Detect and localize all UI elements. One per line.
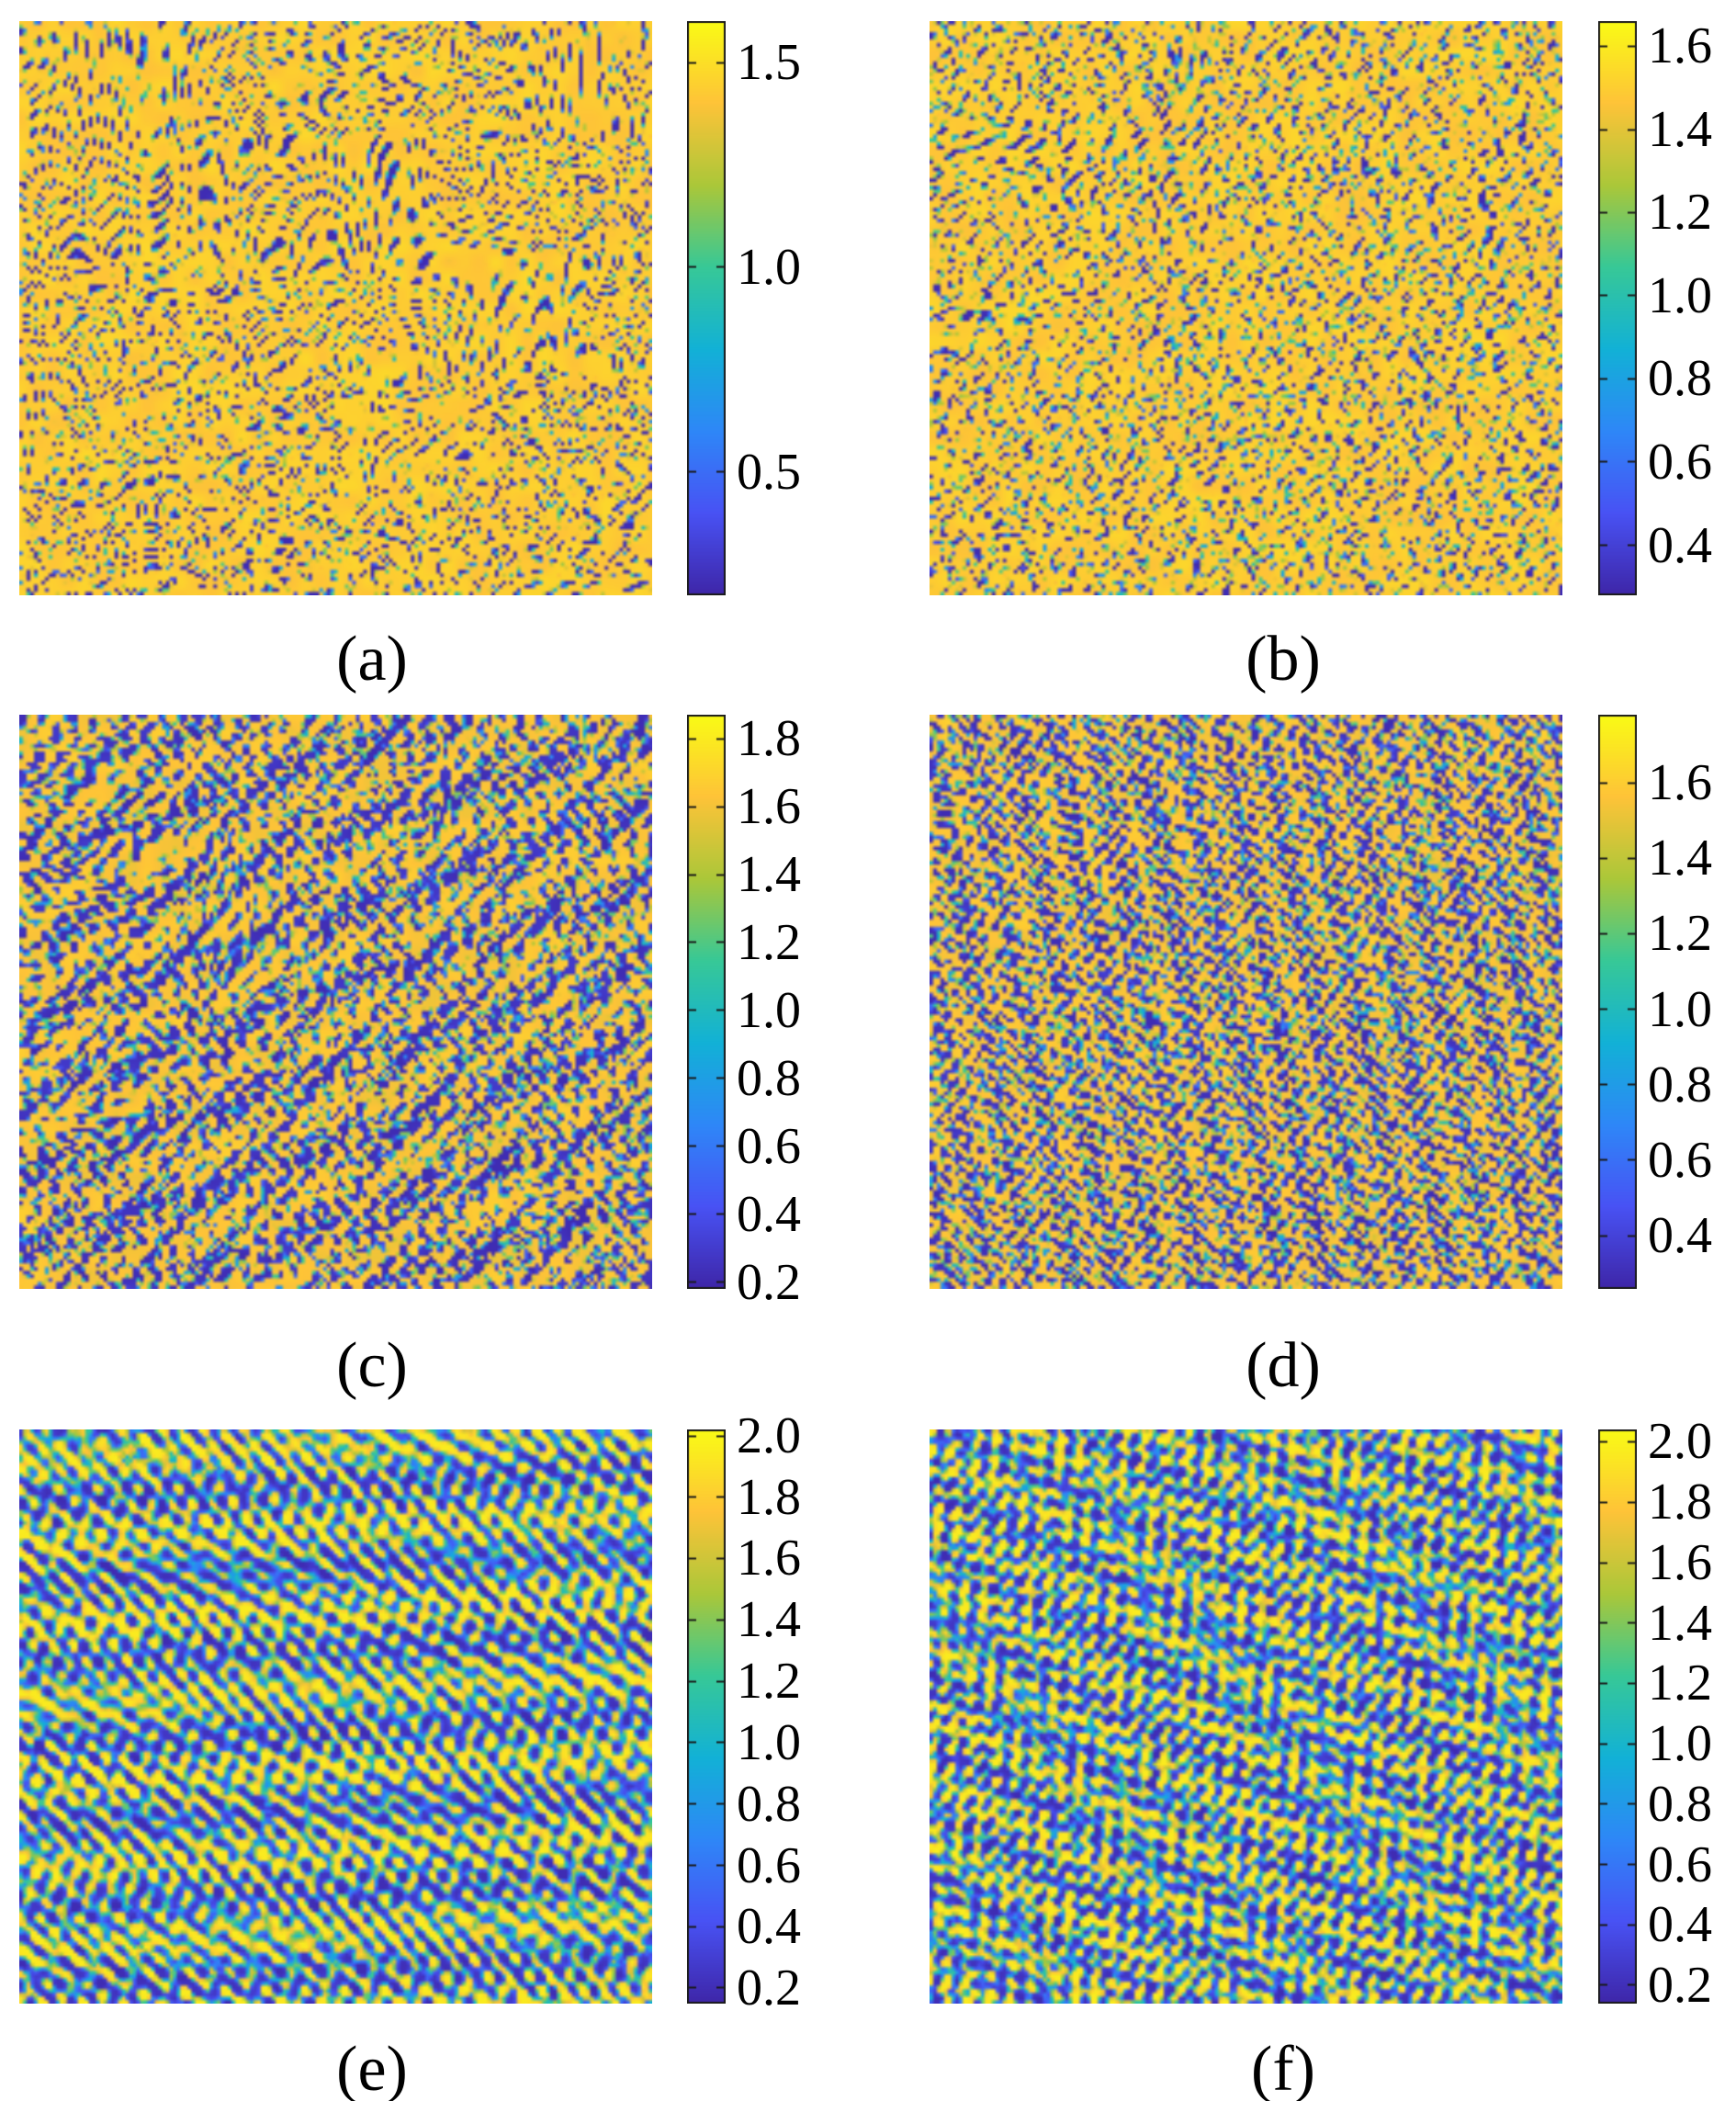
colorbar-tick-label: 1.0 bbox=[1648, 980, 1712, 1038]
pattern-heatmap-e bbox=[19, 1429, 652, 2004]
panel-label-e: (e) bbox=[336, 2034, 408, 2101]
colorbar-tick-label: 1.0 bbox=[1648, 1715, 1712, 1773]
pattern-heatmap-b bbox=[930, 21, 1562, 595]
colorbar-tick-label: 1.4 bbox=[1648, 100, 1712, 158]
colorbar-tick-label: 1.2 bbox=[1648, 1655, 1712, 1712]
colorbar-tick-label: 1.0 bbox=[737, 981, 801, 1039]
colorbar-tick-label: 0.8 bbox=[1648, 1775, 1712, 1833]
colorbar-tick-label: 0.6 bbox=[1648, 1132, 1712, 1190]
colorbar-tick-label: 1.6 bbox=[1648, 17, 1712, 75]
colorbar-tick-label: 1.2 bbox=[1648, 184, 1712, 242]
panel-label-c: (c) bbox=[336, 1330, 408, 1401]
panel-label-a: (a) bbox=[336, 624, 408, 695]
colorbar-tick-label: 0.8 bbox=[737, 1049, 801, 1107]
colorbar-tick-label: 1.0 bbox=[737, 238, 801, 296]
colorbar-tick-label: 1.0 bbox=[1648, 266, 1712, 324]
pattern-heatmap-a bbox=[19, 21, 652, 595]
colorbar-a bbox=[687, 21, 726, 595]
colorbar-b bbox=[1598, 21, 1637, 595]
colorbar-tick-label: 1.0 bbox=[737, 1713, 801, 1771]
colorbar-c bbox=[687, 715, 726, 1289]
colorbar-tick-label: 0.8 bbox=[737, 1775, 801, 1833]
colorbar-tick-label: 0.6 bbox=[1648, 434, 1712, 491]
colorbar-tick-label: 0.6 bbox=[737, 1836, 801, 1894]
colorbar-e bbox=[687, 1429, 726, 2004]
colorbar-tick-label: 1.8 bbox=[737, 1468, 801, 1526]
colorbar-tick-label: 0.6 bbox=[737, 1117, 801, 1175]
colorbar-tick-label: 1.6 bbox=[737, 1530, 801, 1587]
colorbar-d bbox=[1598, 715, 1637, 1289]
pattern-heatmap-d bbox=[930, 715, 1562, 1289]
colorbar-tick-label: 0.2 bbox=[1648, 1957, 1712, 2015]
colorbar-tick-label: 0.8 bbox=[1648, 1056, 1712, 1113]
panel-label-f: (f) bbox=[1251, 2034, 1315, 2101]
colorbar-tick-label: 1.2 bbox=[737, 1653, 801, 1711]
colorbar-tick-label: 1.6 bbox=[1648, 754, 1712, 811]
colorbar-tick-label: 1.6 bbox=[737, 777, 801, 835]
colorbar-tick-label: 0.5 bbox=[737, 444, 801, 502]
colorbar-tick-label: 0.4 bbox=[1648, 1896, 1712, 1954]
pattern-heatmap-f bbox=[930, 1429, 1562, 2004]
pattern-heatmap-c bbox=[19, 715, 652, 1289]
colorbar-tick-label: 1.4 bbox=[737, 1591, 801, 1649]
colorbar-tick-label: 2.0 bbox=[737, 1406, 801, 1464]
colorbar-tick-label: 1.4 bbox=[737, 845, 801, 903]
colorbar-tick-label: 0.6 bbox=[1648, 1836, 1712, 1893]
colorbar-tick-label: 1.8 bbox=[737, 709, 801, 767]
panel-label-b: (b) bbox=[1246, 624, 1321, 695]
colorbar-tick-label: 0.2 bbox=[737, 1960, 801, 2017]
panel-label-d: (d) bbox=[1246, 1330, 1321, 1401]
colorbar-tick-label: 1.5 bbox=[737, 33, 801, 91]
colorbar-tick-label: 0.4 bbox=[737, 1185, 801, 1243]
colorbar-tick-label: 1.2 bbox=[737, 913, 801, 971]
colorbar-f bbox=[1598, 1429, 1637, 2004]
colorbar-tick-label: 1.8 bbox=[1648, 1473, 1712, 1531]
colorbar-tick-label: 0.4 bbox=[737, 1898, 801, 1956]
colorbar-tick-label: 1.4 bbox=[1648, 830, 1712, 887]
colorbar-tick-label: 0.4 bbox=[1648, 1207, 1712, 1265]
colorbar-tick-label: 2.0 bbox=[1648, 1413, 1712, 1471]
colorbar-tick-label: 1.4 bbox=[1648, 1594, 1712, 1652]
colorbar-tick-label: 1.6 bbox=[1648, 1533, 1712, 1591]
colorbar-tick-label: 1.2 bbox=[1648, 905, 1712, 963]
colorbar-tick-label: 0.8 bbox=[1648, 350, 1712, 408]
colorbar-tick-label: 0.4 bbox=[1648, 516, 1712, 574]
colorbar-tick-label: 0.2 bbox=[737, 1253, 801, 1311]
